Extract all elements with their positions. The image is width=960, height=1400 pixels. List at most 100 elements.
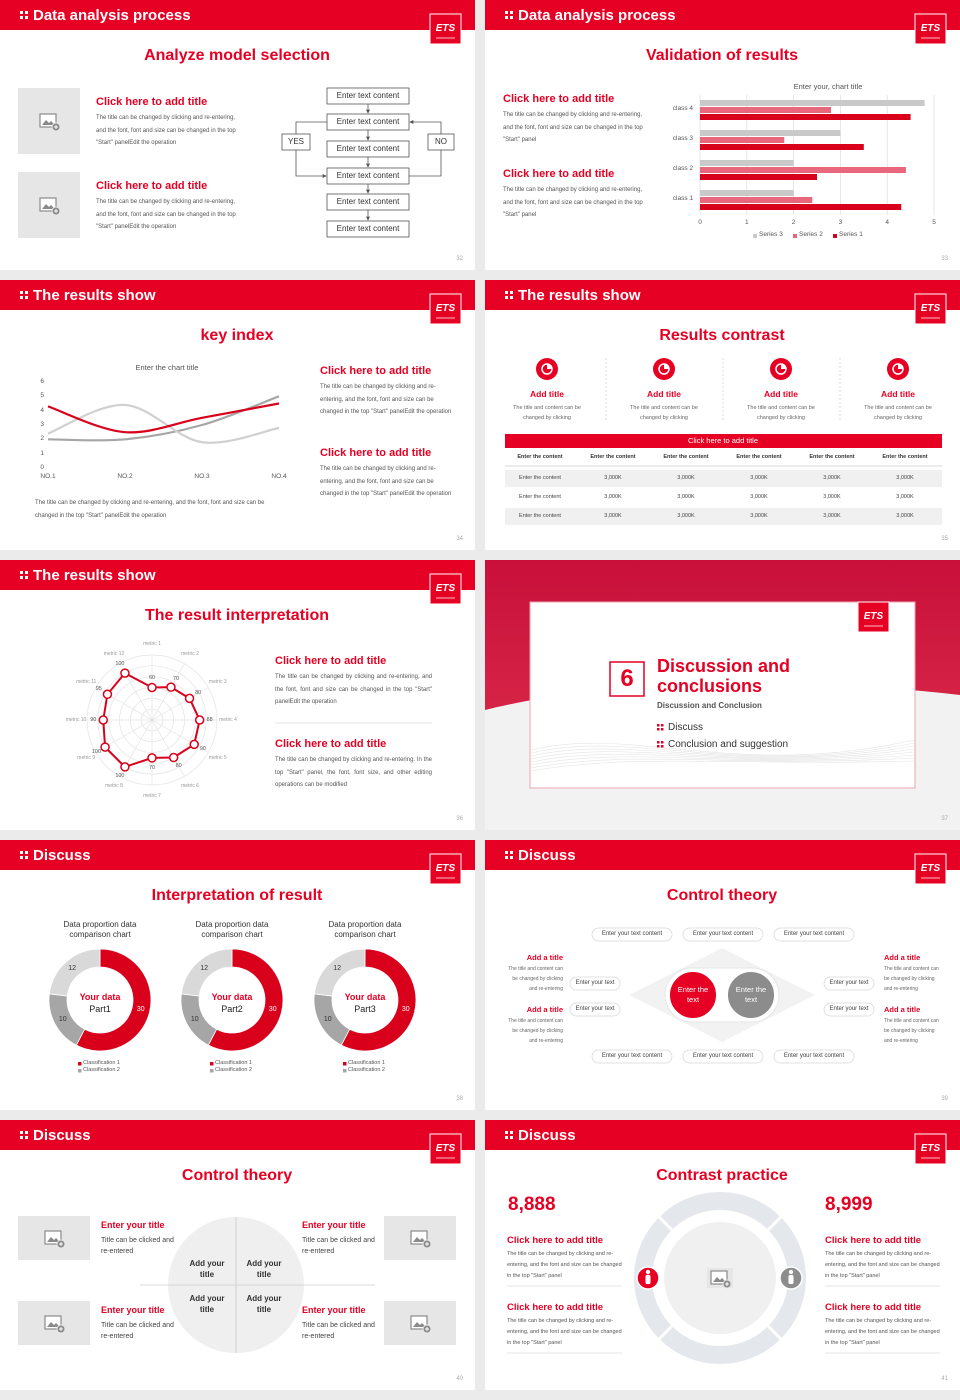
radar-axis-label: metric 1 (143, 641, 161, 647)
value-label: 100 (115, 661, 125, 668)
bar (700, 100, 925, 106)
logo: ETS (435, 1143, 456, 1154)
card-wave (530, 751, 915, 763)
radar-spoke (151, 719, 185, 777)
card-wave (530, 760, 915, 772)
bar (700, 174, 817, 180)
radar-axis-label: metric 8 (105, 782, 123, 789)
legend-label: Classification 1 (83, 1060, 120, 1066)
text-pill (569, 976, 621, 991)
x-tick-label: NO.3 (194, 473, 210, 480)
slide-graphics (485, 0, 960, 238)
center-circle (726, 970, 776, 1020)
table-cell: 3,000K (604, 475, 622, 481)
value-label: 70 (148, 764, 156, 771)
value-label: 60 (148, 674, 156, 681)
logo-tab (914, 1133, 947, 1165)
header-icon (20, 11, 23, 14)
slide-title: key index (200, 327, 274, 344)
header-icon (510, 16, 513, 19)
value-label: 90 (199, 746, 206, 753)
slide: The results show key index Enter the chart… (0, 280, 475, 550)
bullet-icon (657, 728, 660, 731)
legend-label: Classification 2 (83, 1067, 120, 1073)
radar-point (189, 739, 199, 750)
center-text: Enter the text (735, 985, 767, 1004)
radar-point (147, 753, 157, 763)
header-title: The results show (33, 567, 156, 584)
header-icon (510, 1136, 513, 1139)
value-label: 12 (333, 964, 342, 972)
image-icon (42, 120, 55, 125)
item-title: Click here to add title (320, 447, 432, 459)
item-title: Click here to add title (320, 365, 432, 377)
value-label: 30 (401, 1006, 410, 1014)
table-row-bg (505, 508, 942, 525)
feature-text: The title and content can be changed by … (747, 405, 815, 421)
x-tick-label: 4 (885, 219, 889, 226)
y-tick-label: 4 (40, 406, 44, 414)
table-cell: 3,000K (823, 494, 841, 500)
feature-title: Add title (764, 389, 798, 399)
chart-title: Enter the chart title (135, 363, 199, 372)
bar (700, 160, 794, 166)
item-text: Title can be clicked and re-entered (302, 1237, 375, 1255)
table-cell: 3,000K (896, 494, 914, 500)
item-text: The title can be changed by clicking and… (507, 1251, 622, 1279)
pill-text: Enter your text content (601, 931, 663, 937)
bar (700, 130, 841, 136)
legend-label: Classification 1 (348, 1060, 385, 1066)
person-icon (645, 1275, 651, 1284)
header-icon (25, 16, 28, 19)
donut-slice (340, 948, 417, 1052)
item-title: Click here to add title (825, 1302, 922, 1313)
legend-label: Classification 2 (215, 1067, 252, 1073)
header-icon (25, 1131, 28, 1134)
logo: ETS (435, 583, 456, 594)
flow-text: Enter text content (336, 144, 400, 153)
header-icon (25, 291, 28, 294)
text-pill (682, 1049, 764, 1064)
radar-point (168, 752, 179, 763)
header-icon (25, 571, 28, 574)
radar-axis-label: metric 11 (76, 679, 97, 685)
item-title: Enter your title (302, 1220, 366, 1230)
header-icon (20, 1131, 23, 1134)
y-tick-label: 6 (40, 378, 44, 385)
slide-title: Control theory (181, 1167, 293, 1184)
card-wave (530, 739, 915, 756)
logo-tab (857, 601, 890, 633)
slide-graphics (485, 560, 960, 830)
header-icon (510, 851, 513, 854)
flow-arrow (295, 121, 327, 134)
radar-axis-label: metric 9 (77, 755, 96, 761)
item-title: Enter your title (302, 1305, 366, 1315)
table-header: Enter the content (517, 454, 563, 460)
page-number: 39 (941, 1096, 948, 1102)
pill-text: Enter your text content (692, 931, 754, 937)
card-wave (530, 742, 915, 757)
line (47, 403, 280, 444)
donut-slice (48, 948, 101, 997)
image-icon (59, 1242, 63, 1246)
y-tick-label: 1 (40, 449, 44, 457)
value-label: 30 (268, 1006, 277, 1014)
text-pill (773, 1049, 855, 1064)
logo: ETS (435, 863, 456, 874)
header-bar (485, 280, 960, 310)
value-label: 30 (136, 1006, 145, 1014)
slide: Discuss Control theory Enter your text con… (485, 840, 960, 1110)
logo-tab (914, 13, 947, 45)
page-number: 38 (456, 1096, 463, 1102)
radar-point (100, 742, 110, 752)
person-icon (788, 1269, 794, 1275)
radar-point (166, 682, 176, 692)
no-text: NO (435, 137, 447, 146)
value-label: 12 (200, 964, 209, 972)
chart-title: Data proportion data comparison chart (195, 920, 269, 939)
header-icon (25, 1136, 28, 1139)
header-bar (0, 840, 475, 870)
item-title: Click here to add title (507, 1235, 604, 1246)
slide-graphics (0, 280, 475, 444)
logo: ETS (863, 611, 884, 622)
